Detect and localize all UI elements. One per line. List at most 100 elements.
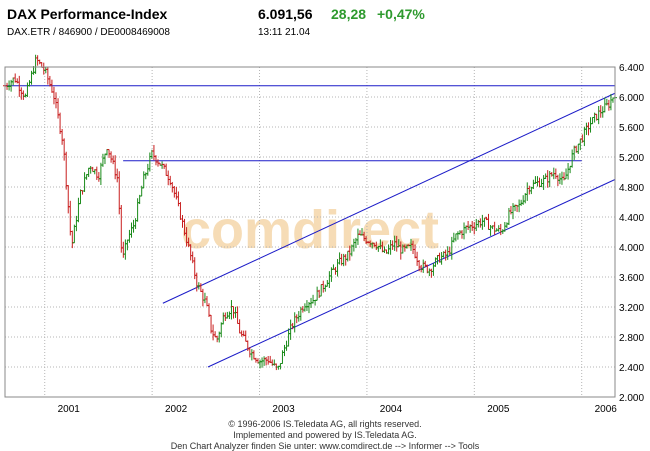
price-bar: [225, 311, 230, 319]
price-bar: [86, 167, 91, 177]
price-bar: [525, 182, 530, 201]
price-bar: [508, 206, 513, 215]
price-bar: [102, 153, 107, 165]
price-bar: [221, 312, 226, 325]
x-tick-label: 2001: [58, 404, 81, 415]
trend-line: [162, 92, 616, 304]
y-tick-label: 2.000: [619, 393, 644, 404]
price-bar: [429, 268, 434, 278]
price-bars: [3, 54, 617, 371]
price-bar: [41, 62, 46, 75]
price-bar: [572, 145, 577, 160]
price-bar: [282, 344, 287, 357]
y-tick-label: 2.800: [619, 333, 644, 344]
price-bar: [521, 195, 526, 205]
price-bar: [235, 306, 240, 324]
price-bar: [531, 179, 536, 190]
price-bar: [486, 213, 491, 230]
x-tick-label: 2004: [380, 404, 403, 415]
price-bar: [127, 229, 132, 243]
price-bar: [54, 92, 59, 109]
price-bar: [223, 312, 228, 322]
price-bar: [172, 185, 177, 198]
y-tick-label: 5.600: [619, 123, 644, 134]
price-bar: [455, 231, 460, 240]
price-bar: [135, 198, 140, 222]
last-price: 6.091,56: [258, 6, 313, 22]
price-bar: [270, 359, 275, 366]
price-bar: [315, 286, 320, 301]
price-bar: [590, 116, 595, 125]
price-bar: [331, 264, 336, 270]
price-bar: [478, 218, 483, 228]
price-bar: [294, 314, 299, 324]
price-bar: [147, 152, 152, 172]
price-bar: [100, 153, 105, 167]
absolute-change: 28,28: [331, 6, 367, 22]
price-bar: [602, 97, 607, 113]
price-bar: [568, 165, 573, 174]
price-bar: [498, 223, 503, 236]
price-bar: [445, 246, 450, 260]
price-bar: [37, 59, 42, 65]
price-bar: [319, 284, 324, 297]
price-bar: [335, 259, 340, 277]
price-bar: [564, 168, 569, 180]
copyright-line: © 1996-2006 IS.Teledata AG, all rights r…: [228, 419, 422, 429]
price-bar: [480, 214, 485, 230]
percent-change: +0,47%: [377, 6, 425, 22]
price-bar: [174, 186, 179, 200]
price-bar: [204, 296, 209, 307]
price-bar: [237, 319, 242, 334]
price-bar: [559, 171, 564, 185]
price-bar: [588, 117, 593, 133]
price-bar: [453, 233, 458, 242]
price-bar: [504, 222, 509, 229]
x-tick-label: 2003: [272, 404, 295, 415]
price-bar: [451, 232, 456, 243]
price-bar: [243, 330, 248, 342]
y-tick-label: 6.000: [619, 93, 644, 104]
price-bar: [570, 149, 575, 168]
chart-analyzer-link-text[interactable]: Den Chart Analyzer finden Sie unter: www…: [170, 441, 480, 451]
price-bar: [249, 349, 254, 361]
price-bar: [227, 311, 232, 320]
price-bar: [278, 362, 283, 370]
y-tick-label: 2.400: [619, 363, 644, 374]
price-bar: [462, 222, 467, 240]
price-bar: [286, 328, 291, 347]
price-bar: [604, 98, 609, 106]
y-tick-label: 4.400: [619, 213, 644, 224]
price-bar: [447, 246, 452, 255]
price-bar: [537, 177, 542, 188]
price-bar: [64, 151, 69, 190]
price-bar: [539, 178, 544, 188]
price-bar: [219, 322, 224, 338]
trend-line: [207, 179, 616, 368]
x-tick-label: 2006: [595, 404, 618, 415]
price-bar: [94, 166, 99, 180]
price-bar: [129, 222, 134, 238]
price-bar: [119, 205, 124, 253]
price-bar: [596, 105, 601, 125]
price-bar: [109, 151, 114, 163]
price-bar: [317, 289, 322, 299]
price-bar: [123, 239, 128, 260]
price-bar: [125, 239, 130, 251]
price-bar: [115, 168, 120, 183]
price-bar: [239, 330, 244, 337]
price-bar: [70, 230, 75, 249]
price-bar: [313, 299, 318, 306]
y-tick-label: 3.200: [619, 303, 644, 314]
price-bar: [88, 166, 93, 174]
price-bar: [141, 171, 146, 189]
y-tick-label: 4.800: [619, 183, 644, 194]
price-bar: [98, 162, 103, 186]
price-bar: [321, 280, 326, 293]
price-bar: [166, 170, 171, 186]
y-tick-label: 4.000: [619, 243, 644, 254]
price-bar: [213, 331, 218, 338]
price-bar: [133, 218, 138, 229]
price-bar: [262, 356, 267, 366]
price-bar: [302, 303, 307, 312]
